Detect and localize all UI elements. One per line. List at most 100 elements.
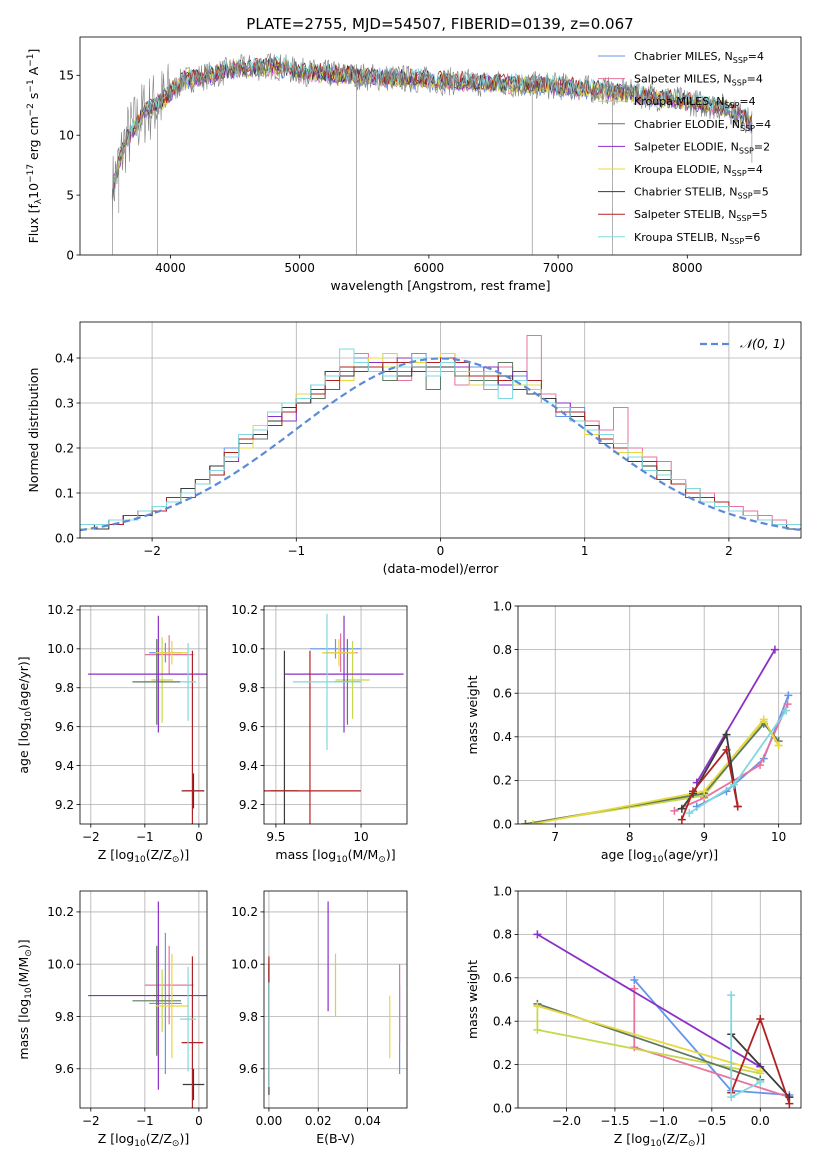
y-tick-label: 0 bbox=[66, 248, 74, 262]
y-tick-label: 10.0 bbox=[47, 642, 74, 656]
axes-frame bbox=[79, 36, 802, 256]
y-tick-label: 9.8 bbox=[239, 1010, 258, 1024]
y-tick-label: 1.0 bbox=[493, 599, 512, 613]
weight-line bbox=[695, 649, 776, 784]
weight-marker bbox=[533, 1002, 542, 1011]
axis-label: age [log10(age/yr)] bbox=[16, 656, 34, 773]
weight-marker bbox=[784, 691, 793, 700]
axes-frame bbox=[517, 890, 802, 1109]
y-tick-label: 0.2 bbox=[493, 774, 512, 788]
axis-label: E(B-V) bbox=[316, 1131, 355, 1146]
axis-label: Normed distribution bbox=[26, 368, 41, 493]
weight-marker bbox=[756, 1015, 765, 1024]
weight-line bbox=[536, 933, 761, 1068]
weight-marker bbox=[733, 802, 742, 811]
weight-marker bbox=[685, 809, 694, 818]
axis-label: wavelength [Angstrom, rest frame] bbox=[330, 278, 550, 293]
x-tick-label: 6000 bbox=[414, 261, 445, 275]
y-tick-label: 0.4 bbox=[493, 730, 512, 744]
axis-label: mass [log10(M/M⊙)] bbox=[275, 847, 395, 865]
legend-label: Salpeter MILES, NSSP=4 bbox=[634, 73, 763, 88]
x-tick-label: 9.5 bbox=[266, 830, 285, 844]
weight-marker bbox=[677, 815, 686, 824]
weight-marker bbox=[533, 1025, 542, 1034]
spectrum-panel: Chabrier MILES, NSSP=4 Salpeter MILES, NS… bbox=[26, 36, 802, 293]
y-tick-label: 5 bbox=[66, 188, 74, 202]
y-tick-label: 0.0 bbox=[55, 531, 74, 545]
y-tick-label: 9.6 bbox=[55, 1062, 74, 1076]
x-tick-label: −2 bbox=[82, 1114, 100, 1128]
legend-label: Chabrier ELODIE, NSSP=4 bbox=[634, 118, 771, 133]
y-tick-label: 0.4 bbox=[493, 1015, 512, 1029]
axis-label: (data-model)/error bbox=[383, 561, 500, 576]
weight-marker bbox=[782, 706, 791, 715]
y-tick-label: 0.1 bbox=[55, 486, 74, 500]
y-tick-label: 0.6 bbox=[493, 971, 512, 985]
age-vs-z-panel: −2 −1 0 9.2 9.4 9.6 9.8 10.0 10.2 Z [log10(Z/Z⊙)]… bbox=[16, 603, 208, 865]
x-tick-label: 0 bbox=[195, 830, 203, 844]
weight-marker bbox=[756, 761, 765, 770]
y-tick-label: 9.8 bbox=[239, 681, 258, 695]
axis-label: mass weight bbox=[465, 675, 480, 754]
x-tick-label: 8 bbox=[626, 830, 634, 844]
x-tick-label: 0 bbox=[437, 544, 445, 558]
x-tick-label: 0.0 bbox=[751, 1114, 770, 1128]
x-tick-label: 8000 bbox=[672, 261, 703, 275]
weight-line bbox=[696, 695, 790, 808]
plot-area bbox=[111, 52, 753, 255]
axes-frame bbox=[263, 890, 408, 1109]
x-tick-label: 10 bbox=[353, 830, 368, 844]
x-tick-label: 10 bbox=[771, 830, 786, 844]
y-tick-label: 10.2 bbox=[231, 905, 258, 919]
x-tick-label: 4000 bbox=[155, 261, 186, 275]
x-tick-label: −1 bbox=[136, 1114, 154, 1128]
legend-label: Kroupa ELODIE, NSSP=4 bbox=[634, 163, 763, 178]
x-tick-label: −1.0 bbox=[649, 1114, 678, 1128]
axis-label: mass [log10(M/M⊙)] bbox=[16, 939, 34, 1059]
legend-label: Kroupa MILES, NSSP=4 bbox=[634, 95, 756, 110]
weight-marker bbox=[700, 787, 709, 796]
axes-frame bbox=[263, 605, 408, 825]
plot-area bbox=[80, 606, 207, 824]
weight-marker bbox=[677, 804, 686, 813]
legend-label: Salpeter ELODIE, NSSP=2 bbox=[634, 140, 770, 155]
y-tick-label: 10.0 bbox=[47, 958, 74, 972]
y-tick-label: 10 bbox=[59, 129, 74, 143]
weight-vs-age-panel: 7 8 9 10 0.0 0.2 0.4 0.6 0.8 1.0 age [log10(age/yr… bbox=[465, 599, 802, 865]
axis-label: Z [log10(Z/Z⊙)] bbox=[614, 1131, 705, 1149]
x-tick-label: 9 bbox=[700, 830, 708, 844]
legend-label: Kroupa STELIB, NSSP=6 bbox=[634, 231, 760, 246]
weight-vs-z-panel: −2.0 −1.5 −1.0 −0.5 0.0 0.0 0.2 0.4 0.6 0.8 1.0 Z [… bbox=[465, 884, 802, 1149]
weight-marker bbox=[729, 780, 738, 789]
weight-marker bbox=[528, 820, 537, 824]
x-tick-label: −2 bbox=[143, 544, 161, 558]
x-tick-label: 0.04 bbox=[354, 1114, 381, 1128]
y-tick-label: 0.4 bbox=[55, 351, 74, 365]
x-tick-label: 2 bbox=[725, 544, 733, 558]
axis-label: mass weight bbox=[465, 960, 480, 1039]
y-tick-label: 1.0 bbox=[493, 884, 512, 898]
x-tick-label: −1 bbox=[136, 830, 154, 844]
y-tick-label: 10.2 bbox=[231, 603, 258, 617]
data-spectrum-line bbox=[112, 52, 753, 255]
legend-label: 𝒩(0, 1) bbox=[740, 336, 786, 351]
weight-marker bbox=[785, 1099, 794, 1108]
weight-marker bbox=[770, 645, 779, 654]
figure-title: PLATE=2755, MJD=54507, FIBERID=0139, z=0… bbox=[246, 15, 633, 33]
x-tick-label: 5000 bbox=[284, 261, 315, 275]
histogram-line bbox=[80, 348, 801, 538]
y-tick-label: 9.2 bbox=[239, 798, 258, 812]
axes-frame bbox=[79, 890, 208, 1109]
axes-frame bbox=[517, 605, 802, 825]
x-tick-label: 0.02 bbox=[305, 1114, 332, 1128]
y-tick-label: 9.6 bbox=[55, 720, 74, 734]
weight-marker bbox=[756, 1067, 765, 1076]
axis-label: Flux [fλ10−17 erg cm−2 s−1 A−1] bbox=[26, 49, 44, 244]
mass-vs-z-panel: −2 −1 0 9.6 9.8 10.0 10.2 Z [log10(Z/Z⊙)] mass [… bbox=[16, 890, 208, 1149]
axes-frame bbox=[79, 605, 208, 825]
x-tick-label: 1 bbox=[581, 544, 589, 558]
axis-label: Z [log10(Z/Z⊙)] bbox=[98, 1131, 189, 1149]
x-tick-label: −1.5 bbox=[600, 1114, 629, 1128]
weight-marker bbox=[727, 1093, 736, 1102]
legend-label: Salpeter STELIB, NSSP=5 bbox=[634, 208, 768, 223]
